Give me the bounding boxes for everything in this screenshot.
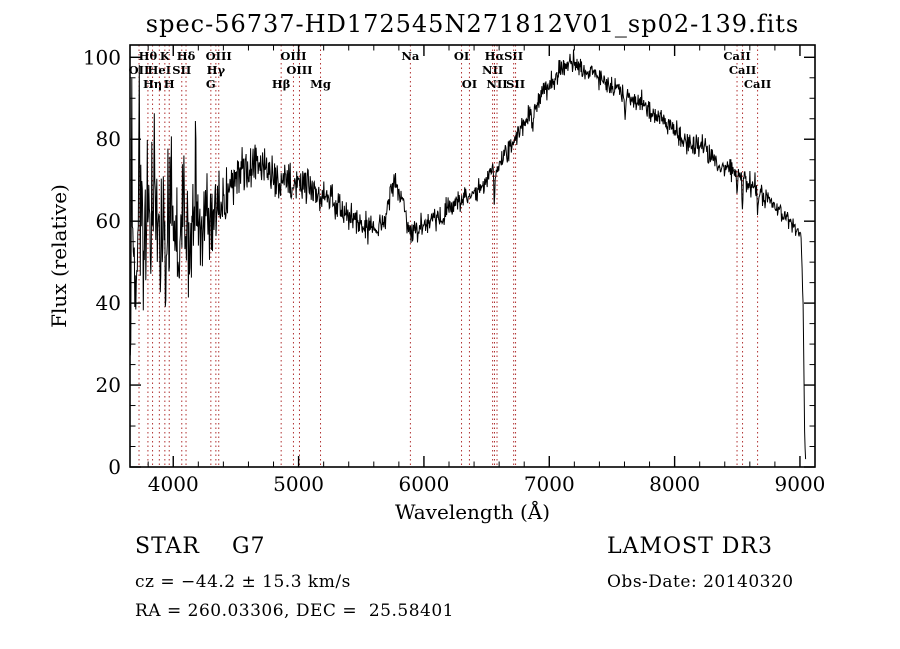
svg-text:CaII: CaII xyxy=(729,63,756,77)
svg-text:K: K xyxy=(160,49,171,63)
svg-text:Hη: Hη xyxy=(143,77,162,91)
spectrum-trace xyxy=(129,49,807,460)
svg-text:5000: 5000 xyxy=(273,472,324,496)
svg-text:OIII: OIII xyxy=(280,49,306,63)
svg-text:Hβ: Hβ xyxy=(272,77,291,91)
ra-dec-label: RA = 260.03306, DEC = 25.58401 xyxy=(135,601,454,621)
svg-text:4000: 4000 xyxy=(148,472,199,496)
radial-velocity-label: cz = −44.2 ± 15.3 km/s xyxy=(135,572,351,592)
plot-frame xyxy=(129,44,816,468)
svg-text:Hα: Hα xyxy=(485,49,505,63)
svg-text:OI: OI xyxy=(454,49,469,63)
svg-text:100: 100 xyxy=(83,45,121,69)
svg-text:0: 0 xyxy=(108,455,121,479)
svg-text:80: 80 xyxy=(96,127,121,151)
svg-text:Mg: Mg xyxy=(310,77,331,91)
svg-text:HeI: HeI xyxy=(148,63,172,77)
svg-text:CaII: CaII xyxy=(744,77,771,91)
svg-text:NII: NII xyxy=(486,77,507,91)
x-axis-title: Wavelength (Å) xyxy=(395,499,550,524)
svg-text:60: 60 xyxy=(96,209,121,233)
svg-text:OI: OI xyxy=(462,77,477,91)
svg-text:CaII: CaII xyxy=(723,49,750,63)
svg-text:OIII: OIII xyxy=(286,63,312,77)
svg-text:8000: 8000 xyxy=(649,472,700,496)
svg-text:OIII: OIII xyxy=(206,49,232,63)
obs-date-label: Obs-Date: 20140320 xyxy=(607,572,794,592)
svg-text:Hδ: Hδ xyxy=(177,49,196,63)
object-class-label: STAR G7 xyxy=(135,534,266,559)
axes: 4000 5000 6000 7000 8000 9000 0 20 40 60 80 100 Wave… xyxy=(47,45,825,524)
svg-text:20: 20 xyxy=(96,373,121,397)
svg-text:9000: 9000 xyxy=(775,472,826,496)
svg-text:7000: 7000 xyxy=(524,472,575,496)
svg-text:Hγ: Hγ xyxy=(207,63,226,77)
svg-text:SII: SII xyxy=(504,49,523,63)
svg-text:NII: NII xyxy=(482,63,503,77)
svg-text:H: H xyxy=(164,77,175,91)
svg-text:SII: SII xyxy=(506,77,525,91)
y-axis-title: Flux (relative) xyxy=(47,184,71,328)
svg-text:Na: Na xyxy=(401,49,420,63)
svg-text:SII: SII xyxy=(172,63,191,77)
survey-release-label: LAMOST DR3 xyxy=(607,534,773,559)
svg-text:G: G xyxy=(206,77,216,91)
svg-text:40: 40 xyxy=(96,291,121,315)
svg-text:Hθ: Hθ xyxy=(139,49,158,63)
plot-title: spec-56737-HD172545N271812V01_sp02-139.f… xyxy=(145,10,800,38)
svg-text:6000: 6000 xyxy=(398,472,449,496)
